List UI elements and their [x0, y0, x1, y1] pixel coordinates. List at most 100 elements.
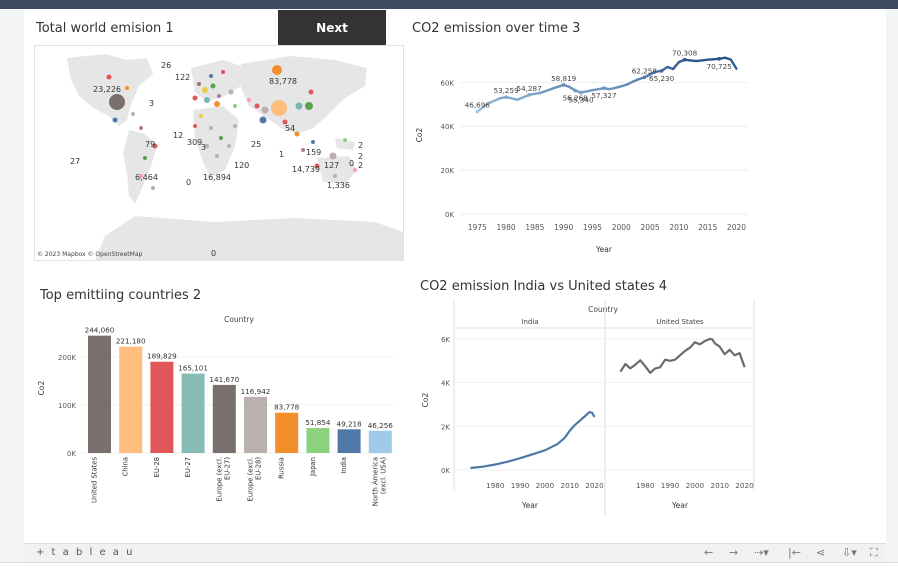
data-label: 58,819	[551, 74, 577, 83]
y-tick-label: 0K	[67, 450, 76, 458]
data-point	[475, 110, 479, 114]
bar	[213, 385, 236, 453]
category-label: North America	[371, 457, 379, 506]
bar	[119, 347, 142, 453]
bar	[275, 413, 298, 453]
top-bar	[0, 0, 898, 9]
x-tick-label: 1990	[661, 481, 680, 490]
map-canvas: 26 122 83,778 23,226 3 54 12 309 3 79 25…	[35, 46, 403, 260]
category-label: EU-28	[153, 457, 161, 477]
category-label: Japan	[309, 457, 317, 477]
category-label: EU-28)	[255, 457, 263, 480]
map-attribution: © 2023 Mapbox © OpenStreetMap	[37, 251, 142, 258]
map-label: 14,739	[292, 165, 320, 174]
map-label: 27	[70, 157, 80, 166]
map-label: 309	[187, 138, 202, 147]
series-line	[470, 412, 594, 468]
y-tick-label: 0K	[441, 467, 450, 475]
india-us-title: CO2 emission India vs United states 4	[420, 279, 667, 294]
bar-value-label: 116,942	[241, 387, 271, 396]
bar-value-label: 189,829	[147, 352, 177, 361]
world-map[interactable]: 26 122 83,778 23,226 3 54 12 309 3 79 25…	[34, 45, 404, 261]
x-tick-label: 1990	[554, 223, 573, 232]
reset-icon[interactable]: |←	[788, 546, 801, 559]
next-button[interactable]: Next	[278, 10, 386, 46]
redo-icon[interactable]: →	[729, 546, 738, 559]
category-label: EU-27	[184, 457, 192, 477]
data-label: 65,230	[649, 74, 675, 83]
data-point	[504, 95, 508, 99]
map-label: 3	[201, 143, 206, 152]
category-label: (excl. USA)	[379, 457, 387, 495]
map-title: Total world emision 1	[36, 21, 174, 36]
data-point	[562, 83, 566, 87]
map-label: 3	[149, 99, 154, 108]
category-label: Russia	[278, 457, 286, 479]
bar-value-label: 46,256	[368, 421, 394, 430]
data-point	[527, 93, 531, 97]
share-icon[interactable]: ⋖	[816, 546, 825, 559]
category-label: Europe (excl.	[247, 457, 255, 501]
x-tick-label: 2010	[669, 223, 688, 232]
bar-value-label: 51,854	[305, 418, 331, 427]
category-label: India	[340, 457, 348, 474]
map-label: 2	[358, 152, 363, 161]
y-tick-label: 200K	[58, 354, 76, 362]
x-tick-label: 1980	[486, 481, 505, 490]
map-label: 2	[358, 161, 363, 170]
x-tick-label: 1985	[525, 223, 544, 232]
category-label: China	[122, 457, 130, 476]
x-tick-label: 2010	[560, 481, 579, 490]
x-tick-label: 2000	[686, 481, 705, 490]
group-header: Country	[588, 305, 618, 314]
map-label: 1,336	[327, 181, 350, 190]
data-label: 70,725	[707, 62, 732, 71]
map-label: 120	[234, 161, 249, 170]
x-tick-label: 1980	[497, 223, 516, 232]
x-tick-label: 2020	[727, 223, 746, 232]
x-axis-label: Year	[521, 501, 539, 510]
bar	[150, 362, 173, 453]
series-line-segment	[489, 98, 501, 103]
map-label: 0	[349, 159, 354, 168]
series-header: United States	[656, 318, 704, 326]
map-label: 159	[306, 148, 321, 157]
y-axis-label: Co2	[37, 380, 46, 395]
x-tick-label: 2000	[536, 481, 555, 490]
download-icon[interactable]: ⇩▾	[842, 546, 857, 559]
x-tick-label: 2015	[698, 223, 717, 232]
data-point	[573, 89, 577, 93]
revert-icon[interactable]: ⇢▾	[754, 546, 769, 559]
category-label: United States	[91, 457, 99, 503]
bar-value-label: 165,101	[178, 364, 208, 373]
x-tick-label: 1980	[636, 481, 655, 490]
y-axis-label: Co2	[415, 127, 424, 142]
y-tick-label: 2K	[441, 423, 450, 431]
undo-icon[interactable]: ←	[704, 546, 713, 559]
data-label: 53,259	[494, 86, 520, 95]
bar	[369, 431, 392, 453]
map-label: 127	[324, 161, 339, 170]
data-label: 54,287	[517, 84, 542, 93]
x-tick-label: 2010	[710, 481, 729, 490]
data-point	[660, 69, 664, 73]
map-label: 12	[173, 131, 183, 140]
co2-time-title: CO2 emission over time 3	[412, 21, 580, 36]
y-tick-label: 40K	[441, 123, 455, 131]
map-label: 122	[175, 73, 190, 82]
y-tick-label: 6K	[441, 336, 450, 344]
x-tick-label: 2000	[612, 223, 631, 232]
fullscreen-icon[interactable]: ⛶	[870, 546, 878, 560]
series-line-segment	[518, 95, 530, 100]
data-label: 70,308	[672, 49, 698, 58]
map-label: 16,894	[203, 173, 231, 182]
bar-value-label: 221,180	[116, 337, 146, 346]
map-label: 25	[251, 140, 261, 149]
tableau-logo: + t a b l e a u	[36, 547, 134, 558]
y-tick-label: 20K	[441, 167, 455, 175]
bottom-strip	[0, 562, 898, 575]
x-tick-label: 1975	[468, 223, 487, 232]
